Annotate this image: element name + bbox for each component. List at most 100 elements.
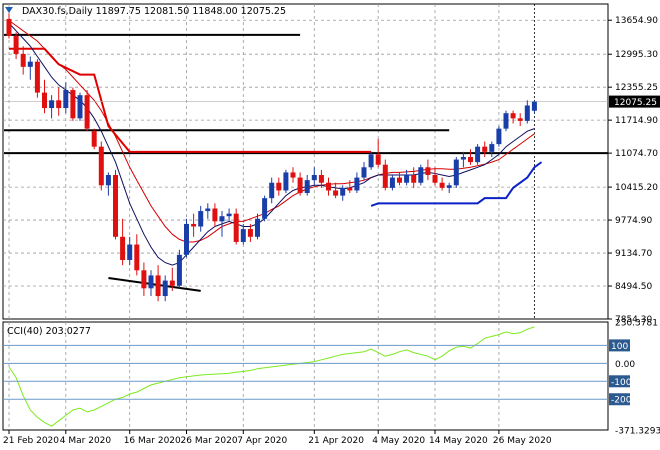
cci-line: [8, 326, 535, 427]
candle: [49, 95, 55, 119]
time-tick-label: 26 Mar 2020: [181, 436, 238, 446]
candle: [169, 267, 175, 291]
candle: [134, 234, 140, 276]
candle-body: [169, 280, 175, 286]
candle-body: [13, 35, 19, 54]
candle-body: [176, 254, 182, 286]
candle-body: [304, 180, 310, 194]
candle: [425, 159, 431, 181]
cci-tick-label: -200: [611, 396, 632, 406]
candle: [432, 167, 438, 186]
candle-body: [375, 154, 381, 165]
candle-body: [127, 244, 133, 260]
candle: [27, 56, 33, 80]
last-price-label: 12075.25: [614, 98, 657, 108]
candle: [184, 218, 189, 258]
candle: [326, 177, 331, 196]
candle: [148, 270, 154, 297]
price-tick-label: 9774.90: [615, 216, 652, 226]
candle-body: [340, 187, 346, 196]
candle-body: [84, 95, 90, 129]
last-price-box: [609, 95, 660, 108]
candle: [304, 175, 310, 196]
candle: [404, 169, 410, 186]
cci-header: CCI(40) 203.0277: [7, 326, 91, 337]
cci-tick-label: -100: [611, 378, 632, 388]
candle: [361, 162, 367, 181]
price-tick-label: 9134.70: [615, 249, 652, 259]
candle-body: [184, 223, 189, 255]
candle: [347, 180, 353, 194]
candle-body: [63, 90, 69, 109]
candle: [290, 167, 296, 183]
candle-body: [517, 118, 523, 121]
cci-panel: [2, 321, 609, 431]
candle-body: [475, 146, 481, 163]
cci-level-box: [609, 339, 630, 352]
chart-header: DAX30.fs,Daily 11897.75 12081.50 11848.0…: [22, 6, 286, 17]
candle: [226, 208, 232, 222]
candle: [340, 185, 346, 201]
candle: [205, 203, 211, 219]
candle: [262, 195, 268, 222]
price-tick-label: 12995.30: [615, 50, 658, 60]
candle: [475, 144, 481, 165]
candle-body: [240, 229, 246, 242]
candle: [460, 151, 466, 168]
candle-body: [77, 95, 83, 119]
candle-body: [404, 175, 410, 183]
candle: [240, 223, 246, 245]
candle-body: [98, 146, 104, 186]
candle-body: [56, 100, 62, 109]
candle-body: [162, 280, 168, 297]
price-panel: [2, 3, 609, 320]
candle-body: [510, 113, 516, 119]
candle-body: [20, 53, 26, 67]
candle-body: [290, 172, 296, 178]
candle: [382, 159, 388, 191]
price-tick-label: 8494.50: [615, 282, 652, 292]
candle-body: [212, 208, 218, 222]
candle: [276, 177, 282, 196]
candle-body: [418, 167, 424, 183]
candle: [120, 218, 126, 266]
candle: [247, 223, 253, 242]
candle-body: [191, 223, 197, 227]
candle-body: [49, 100, 55, 109]
candle: [84, 90, 90, 132]
candle: [77, 92, 83, 121]
candle: [503, 110, 509, 132]
candle-body: [105, 175, 111, 186]
candle: [191, 213, 197, 237]
candle-body: [269, 182, 275, 199]
time-tick-label: 21 Apr 2020: [308, 436, 364, 446]
candle-body: [226, 213, 232, 217]
candle-body: [134, 244, 140, 271]
candle-body: [219, 216, 225, 222]
candle: [176, 249, 182, 289]
candle-body: [453, 159, 459, 186]
price-tick-label: 12355.25: [615, 83, 658, 93]
candle-body: [354, 177, 360, 191]
candle: [34, 59, 40, 98]
candle: [63, 82, 69, 114]
candle: [6, 13, 12, 39]
candle: [162, 275, 168, 302]
candle-body: [503, 113, 509, 129]
candle-body: [333, 190, 339, 196]
candle: [453, 156, 459, 188]
candle-body: [446, 185, 452, 188]
cci-tick-label: 0.00: [615, 360, 635, 370]
time-tick-label: 21 Feb 2020: [3, 436, 59, 446]
candle-body: [361, 167, 367, 178]
time-tick-label: 16 Mar 2020: [124, 436, 181, 446]
candle-body: [198, 211, 204, 227]
candle: [333, 182, 339, 199]
candle: [468, 149, 473, 165]
candle-body: [233, 213, 239, 242]
moving-average-fast: [8, 22, 535, 266]
candle: [531, 101, 537, 114]
candle: [56, 87, 62, 116]
